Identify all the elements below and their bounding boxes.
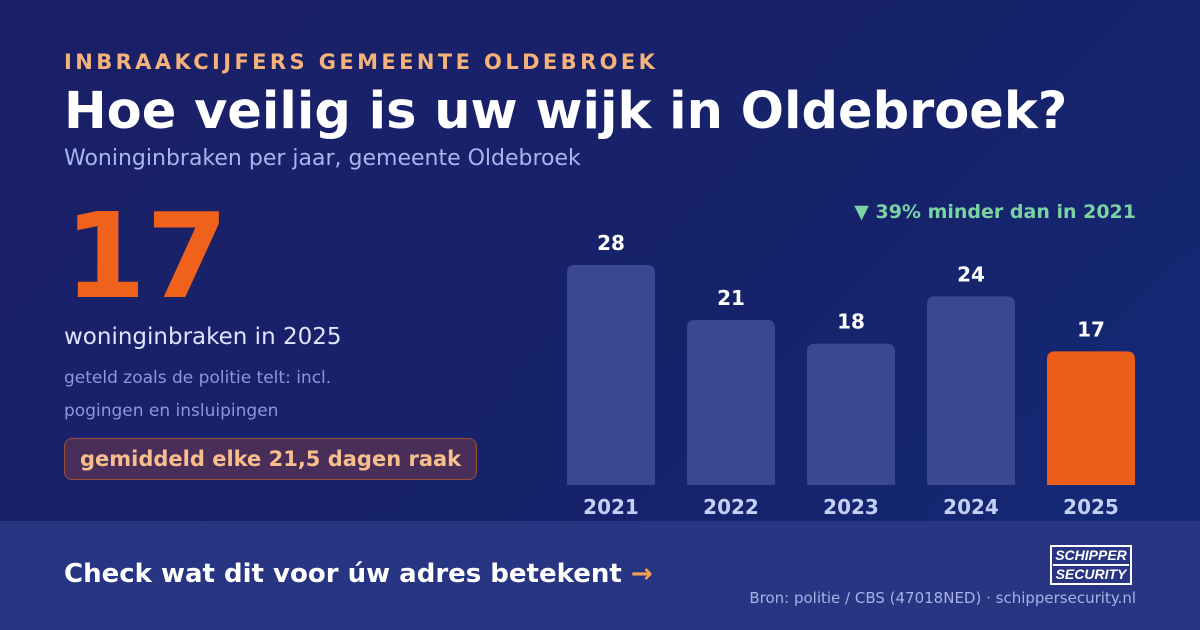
logo-line-1: SCHIPPER (1055, 547, 1127, 563)
bar-2024 (927, 296, 1015, 485)
arrow-right-icon: → (630, 559, 653, 589)
footer-bar: Check wat dit voor úw adres betekent → S… (0, 521, 1200, 630)
value-label-2023: 18 (837, 310, 865, 334)
cta-text: Check wat dit voor úw adres betekent (64, 559, 622, 589)
value-label-2021: 28 (597, 231, 625, 255)
kpi-value: 17 (64, 187, 229, 325)
frequency-badge: gemiddeld elke 21,5 dagen raak (64, 438, 478, 480)
x-tick-label-2024: 2024 (943, 495, 999, 519)
bar-2025 (1047, 351, 1135, 485)
kpi-label: woninginbraken in 2025 (64, 324, 342, 350)
kpi-note: geteld zoals de politie telt: incl. pogi… (64, 368, 332, 421)
value-label-2025: 17 (1077, 317, 1105, 341)
bar-2021 (567, 265, 655, 485)
bar-2022 (687, 320, 775, 485)
logo-line-2: SECURITY (1053, 564, 1129, 583)
value-label-2024: 24 (957, 262, 985, 286)
x-tick-label-2021: 2021 (583, 495, 639, 519)
cta-link[interactable]: Check wat dit voor úw adres betekent → (64, 559, 653, 589)
bar-2023 (807, 343, 895, 485)
eyebrow-label: INBRAAKCIJFERS GEMEENTE OLDEBROEK (64, 50, 659, 74)
page-subtitle: Woninginbraken per jaar, gemeente Oldebr… (64, 146, 581, 171)
company-logo: SCHIPPER SECURITY (1050, 545, 1132, 585)
x-tick-label-2023: 2023 (823, 495, 879, 519)
bar-chart: ▼ 39% minder dan in 2021 28 2021 21 2022 18 20… (567, 201, 1136, 519)
source-note: Bron: politie / CBS (47018NED) · schippe… (749, 589, 1136, 607)
page-title: Hoe veilig is uw wijk in Oldebroek? (64, 82, 1068, 141)
change-annotation: ▼ 39% minder dan in 2021 (854, 201, 1136, 223)
value-label-2022: 21 (717, 286, 745, 310)
x-tick-label-2025: 2025 (1063, 495, 1119, 519)
x-tick-label-2022: 2022 (703, 495, 759, 519)
